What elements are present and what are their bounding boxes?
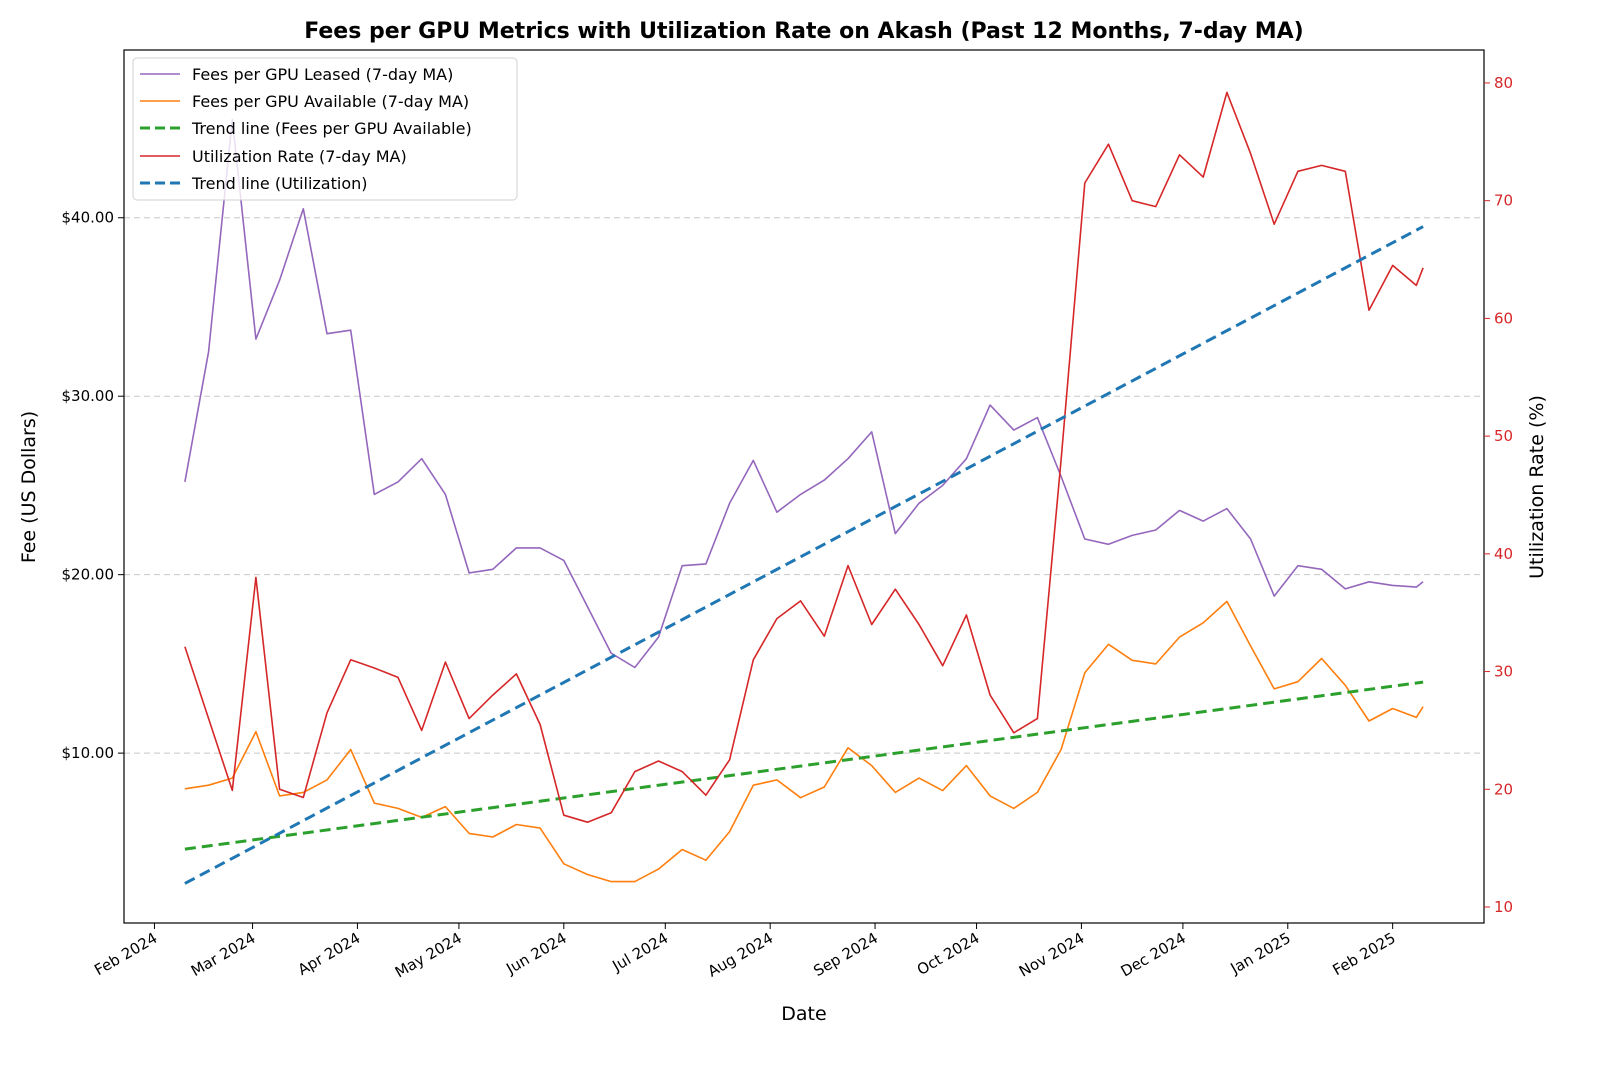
x-tick-label: Jun 2024 xyxy=(502,929,569,978)
y-axis-left: $10.00 $20.00 $30.00 $40.00 xyxy=(62,209,124,762)
series-line-utilization-rate-7-day-ma xyxy=(184,91,1424,824)
y-axis-left-label: Fee (US Dollars) xyxy=(18,411,40,563)
gridlines xyxy=(124,217,1484,754)
y-axis-right: 10 20 30 40 50 60 70 80 xyxy=(1484,74,1513,916)
legend-label-available: Fees per GPU Available (7-day MA) xyxy=(192,92,469,111)
y-right-tick-label: 50 xyxy=(1494,427,1513,445)
legend-label-leased: Fees per GPU Leased (7-day MA) xyxy=(192,65,453,84)
legend-label-trend-available: Trend line (Fees per GPU Available) xyxy=(191,119,472,138)
y-tick-label: $10.00 xyxy=(62,744,115,762)
legend-label-trend-utilization: Trend line (Utilization) xyxy=(191,174,368,193)
x-tick-label: Jul 2024 xyxy=(609,929,672,976)
x-tick-label: Feb 2025 xyxy=(1329,929,1398,979)
legend-box xyxy=(132,57,518,201)
y-right-tick-label: 20 xyxy=(1494,780,1513,798)
y-tick-label: $20.00 xyxy=(62,566,115,584)
plot-frame xyxy=(123,49,1485,924)
x-tick-label: Feb 2024 xyxy=(91,929,160,979)
y-right-tick-label: 70 xyxy=(1494,192,1513,210)
x-tick-label: Dec 2024 xyxy=(1118,929,1189,981)
y-right-tick-label: 40 xyxy=(1494,545,1513,563)
x-tick-label: Oct 2024 xyxy=(914,929,983,979)
y-right-tick-label: 10 xyxy=(1494,898,1513,916)
series-layer xyxy=(184,91,1424,885)
x-tick-label: Jan 2025 xyxy=(1227,929,1294,978)
x-tick-label: Apr 2024 xyxy=(295,929,364,979)
y-tick-label: $40.00 xyxy=(62,209,115,227)
chart-title: Fees per GPU Metrics with Utilization Ra… xyxy=(304,19,1304,44)
legend: Fees per GPU Leased (7-day MA) Fees per … xyxy=(132,57,518,201)
series-line-trend-line-fees-per-gpu-available xyxy=(184,680,1424,851)
legend-label-utilization: Utilization Rate (7-day MA) xyxy=(192,147,407,166)
series-line-trend-line-utilization xyxy=(184,225,1424,885)
y-axis-right-label: Utilization Rate (%) xyxy=(1526,395,1548,579)
y-right-tick-label: 60 xyxy=(1494,309,1513,327)
y-right-tick-label: 80 xyxy=(1494,74,1513,92)
x-tick-label: Aug 2024 xyxy=(705,929,777,981)
x-tick-label: May 2024 xyxy=(392,929,465,982)
x-axis: Feb 2024 Mar 2024 Apr 2024 May 2024 Jun 2024… xyxy=(91,923,1399,982)
x-tick-label: Mar 2024 xyxy=(188,929,259,980)
series-line-fees-per-gpu-available-7-day-ma xyxy=(184,600,1424,883)
y-right-tick-label: 30 xyxy=(1494,663,1513,681)
x-tick-label: Sep 2024 xyxy=(810,929,881,980)
series-line-fees-per-gpu-leased-7-day-ma xyxy=(184,118,1424,669)
x-tick-label: Nov 2024 xyxy=(1016,929,1088,981)
x-axis-label: Date xyxy=(781,1003,826,1025)
y-tick-label: $30.00 xyxy=(62,387,115,405)
